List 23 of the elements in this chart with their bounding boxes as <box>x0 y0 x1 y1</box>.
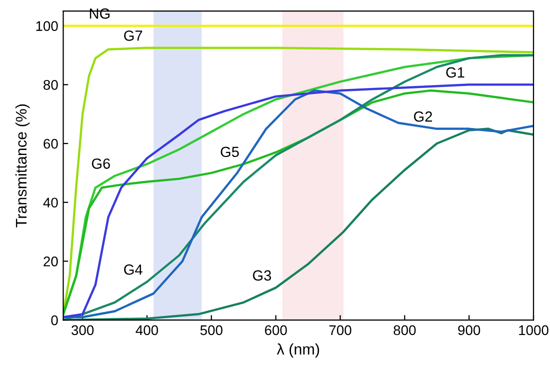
annotation: G2 <box>414 111 432 122</box>
y-tick-label: 0 <box>51 315 58 326</box>
annotation: G7 <box>124 30 142 41</box>
y-tick-label: 40 <box>43 198 58 208</box>
x-tick-label: 500 <box>200 325 222 336</box>
x-tick-label: 800 <box>394 325 416 336</box>
annotation: G4 <box>124 264 142 275</box>
annotation: G6 <box>92 158 110 169</box>
y-tick-label: 80 <box>44 80 58 90</box>
y-tick-label: 20 <box>44 256 58 266</box>
y-tick-label: 100 <box>36 21 58 31</box>
x-tick-label: 300 <box>72 325 94 336</box>
x-axis-title: λ (nm) <box>276 343 320 358</box>
annotation: G3 <box>252 270 272 281</box>
x-tick-label: 400 <box>136 325 158 336</box>
x-tick-label: 600 <box>264 325 287 336</box>
y-axis-title: Transmittance (%) <box>15 104 30 228</box>
x-tick-label: 1000 <box>519 325 548 336</box>
annotation: G5 <box>220 146 239 158</box>
x-tick-label: 700 <box>329 325 352 336</box>
annotation: G1 <box>446 67 464 78</box>
x-tick-label: 900 <box>458 325 480 336</box>
y-tick-label: 60 <box>44 138 58 149</box>
